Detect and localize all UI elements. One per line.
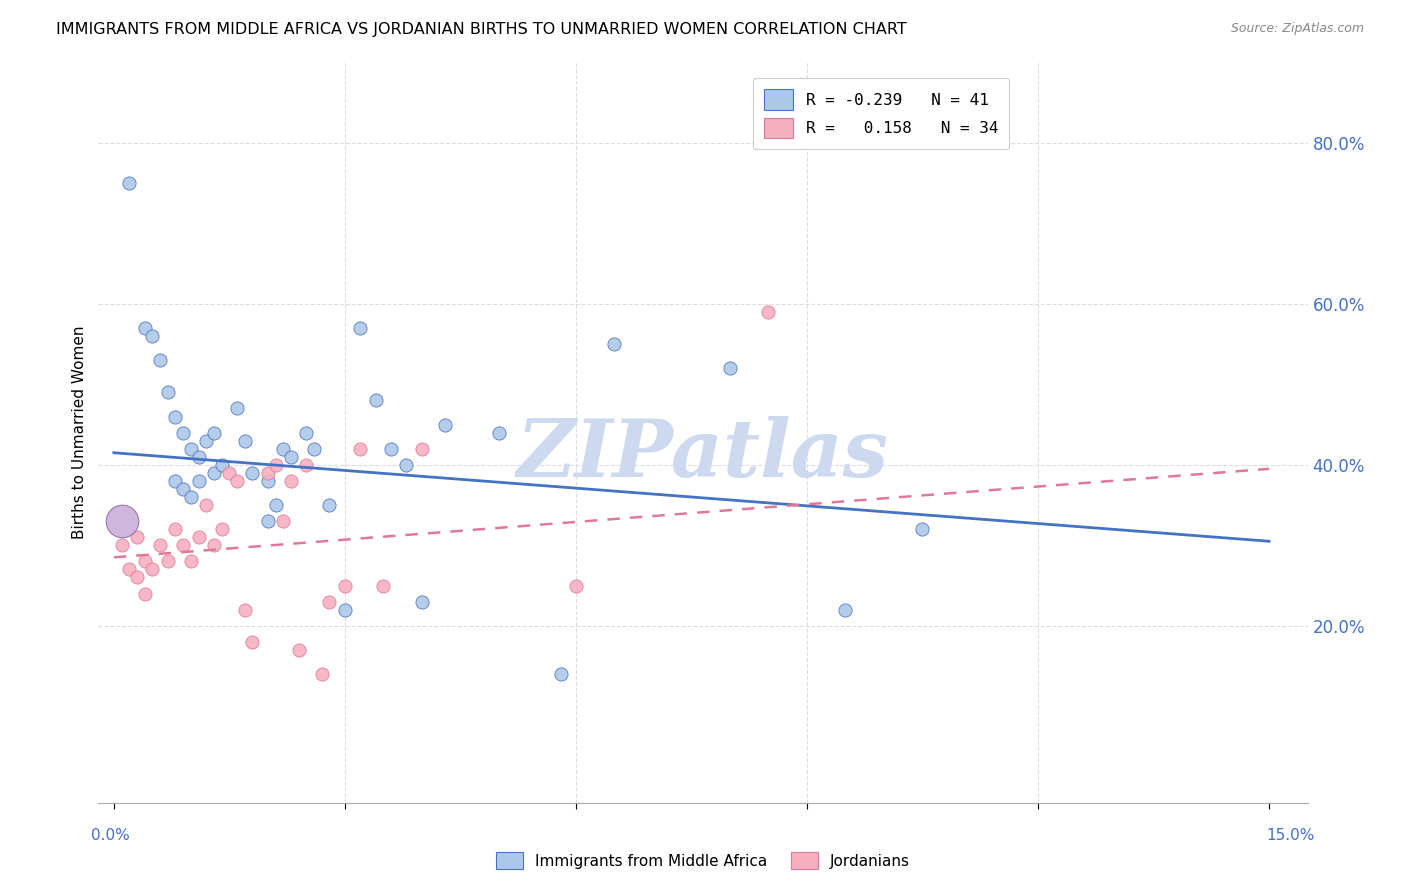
- Point: [373, 578, 395, 592]
- Point: [257, 474, 280, 488]
- Point: [226, 474, 249, 488]
- Point: [134, 554, 156, 568]
- Point: [433, 417, 456, 432]
- Point: [264, 498, 287, 512]
- Point: [180, 442, 202, 456]
- Point: [233, 434, 256, 448]
- Text: 15.0%: 15.0%: [1267, 828, 1315, 843]
- Point: [165, 474, 187, 488]
- Point: [311, 667, 333, 681]
- Point: [603, 337, 626, 351]
- Legend: R = -0.239   N = 41, R =   0.158   N = 34: R = -0.239 N = 41, R = 0.158 N = 34: [754, 78, 1010, 149]
- Point: [118, 176, 141, 190]
- Point: [718, 361, 741, 376]
- Text: 0.0%: 0.0%: [91, 828, 131, 843]
- Point: [242, 466, 264, 480]
- Point: [834, 602, 856, 616]
- Point: [211, 458, 233, 472]
- Point: [165, 409, 187, 424]
- Point: [488, 425, 510, 440]
- Point: [211, 522, 233, 536]
- Point: [318, 498, 340, 512]
- Point: [333, 578, 356, 592]
- Point: [180, 490, 202, 504]
- Point: [318, 594, 340, 608]
- Point: [156, 385, 179, 400]
- Point: [257, 466, 280, 480]
- Point: [195, 434, 218, 448]
- Point: [295, 425, 318, 440]
- Point: [280, 474, 302, 488]
- Point: [911, 522, 934, 536]
- Point: [118, 562, 141, 576]
- Point: [411, 442, 433, 456]
- Point: [395, 458, 418, 472]
- Point: [149, 353, 172, 368]
- Point: [202, 425, 225, 440]
- Point: [295, 458, 318, 472]
- Point: [302, 442, 325, 456]
- Point: [287, 643, 309, 657]
- Point: [550, 667, 572, 681]
- Point: [141, 329, 163, 343]
- Point: [271, 442, 294, 456]
- Text: ZIPatlas: ZIPatlas: [517, 416, 889, 493]
- Point: [156, 554, 179, 568]
- Point: [180, 554, 202, 568]
- Point: [364, 393, 387, 408]
- Point: [242, 635, 264, 649]
- Point: [226, 401, 249, 416]
- Point: [187, 474, 209, 488]
- Point: [125, 570, 148, 584]
- Point: [349, 442, 371, 456]
- Point: [141, 562, 163, 576]
- Point: [218, 466, 240, 480]
- Point: [349, 321, 371, 335]
- Point: [202, 466, 225, 480]
- Point: [172, 538, 194, 552]
- Point: [565, 578, 588, 592]
- Text: Source: ZipAtlas.com: Source: ZipAtlas.com: [1230, 22, 1364, 36]
- Legend: Immigrants from Middle Africa, Jordanians: Immigrants from Middle Africa, Jordanian…: [489, 846, 917, 875]
- Point: [195, 498, 218, 512]
- Point: [134, 586, 156, 600]
- Point: [333, 602, 356, 616]
- Point: [110, 514, 132, 528]
- Point: [380, 442, 402, 456]
- Point: [125, 530, 148, 544]
- Point: [172, 425, 194, 440]
- Y-axis label: Births to Unmarried Women: Births to Unmarried Women: [72, 326, 87, 540]
- Point: [233, 602, 256, 616]
- Point: [758, 305, 780, 319]
- Point: [149, 538, 172, 552]
- Point: [134, 321, 156, 335]
- Point: [187, 530, 209, 544]
- Text: IMMIGRANTS FROM MIDDLE AFRICA VS JORDANIAN BIRTHS TO UNMARRIED WOMEN CORRELATION: IMMIGRANTS FROM MIDDLE AFRICA VS JORDANI…: [56, 22, 907, 37]
- Point: [165, 522, 187, 536]
- Point: [271, 514, 294, 528]
- Point: [172, 482, 194, 496]
- Point: [280, 450, 302, 464]
- Point: [110, 538, 132, 552]
- Point: [264, 458, 287, 472]
- Point: [257, 514, 280, 528]
- Point: [202, 538, 225, 552]
- Point: [187, 450, 209, 464]
- Point: [411, 594, 433, 608]
